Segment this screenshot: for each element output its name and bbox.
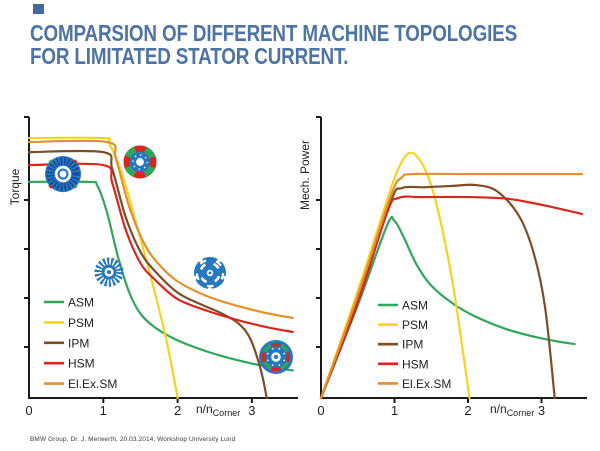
legend-label-IPM: IPM [68,336,89,350]
asm-rotor-icon [94,257,124,287]
slide-corner-marker [33,4,44,14]
x-tick-label: 3 [248,403,255,418]
axes [28,117,298,399]
legend-label-ASM: ASM [68,296,94,310]
series-line-PSM [27,136,179,400]
power-chart: 0 1 2 3 ASM PSM IPM HSM El.Ex.SM Mech. Power n/nCo… [295,105,600,445]
series-line-El.Ex.SM [319,172,584,400]
series-line-El.Ex.SM [27,139,294,320]
legend-label-El.Ex.SM: El.Ex.SM [68,377,117,391]
legend-label-HSM: HSM [402,357,429,371]
series-line-ASM [27,180,294,372]
x-tick-label: 0 [317,403,324,418]
x-tick-label: 0 [25,403,32,418]
series-line-HSM [319,195,584,400]
x-tick-label: 1 [100,403,107,418]
legend-label-PSM: PSM [68,316,94,330]
footer-credit: BMW Group, Dr. J. Merwerth, 20.03.2014, … [30,436,236,443]
legend-label-IPM: IPM [402,338,423,352]
x-axis-label: n/nCorner [490,402,534,418]
x-axis-label: n/nCorner [196,402,240,418]
y-axis-label: Torque [8,168,22,205]
legend-label-ASM: ASM [402,299,428,313]
x-tick-label: 1 [391,403,398,418]
y-axis-label: Mech. Power [298,140,312,210]
psm-rotor-icon [123,145,157,179]
legend-label-HSM: HSM [68,357,95,371]
slide-title-line1: COMPARSION OF DIFFERENT MACHINE TOPOLOGI… [30,20,517,46]
power-plot: 0 1 2 3 ASM PSM IPM HSM El.Ex.SM Mech. Power n/nCo… [298,116,587,418]
ipm-rotor-icon [258,339,293,374]
torque-chart: 0 1 2 3 ASM PSM IPM HSM El.Ex.SM Torque n/nCorner [0,105,300,445]
slide-title-line2: FOR LIMITATED STATOR CURRENT. [30,43,349,69]
axes [320,117,587,399]
synrm-rotor-icon [192,256,228,292]
slide-title: COMPARSION OF DIFFERENT MACHINE TOPOLOGI… [30,22,517,68]
x-tick-label: 3 [538,403,545,418]
torque-plot: 0 1 2 3 ASM PSM IPM HSM El.Ex.SM Torque n/nCorner [8,116,298,418]
x-tick-label: 2 [174,403,181,418]
legend-label-PSM: PSM [402,318,428,332]
x-tick-label: 2 [464,403,471,418]
hsm-rotor-icon [44,155,82,193]
series-line-ASM [319,216,576,400]
series-line-PSM [319,151,471,400]
series-line-HSM [27,162,294,334]
legend-label-El.Ex.SM: El.Ex.SM [402,377,451,391]
